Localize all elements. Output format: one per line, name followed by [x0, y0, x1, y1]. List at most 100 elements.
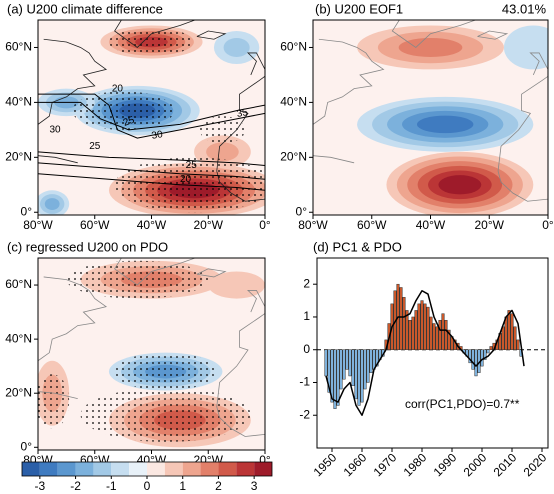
coastline [313, 155, 355, 164]
colorbar-swatch [75, 462, 94, 476]
bar [405, 310, 409, 350]
coastline [38, 155, 78, 164]
colorbar-swatch [200, 462, 219, 476]
bar [399, 287, 403, 350]
y-tick-label: 2 [303, 276, 310, 290]
y-tick-label: 40°N [5, 331, 32, 345]
bar [501, 326, 505, 350]
x-tick-label: 1980 [401, 450, 430, 479]
bar [372, 349, 376, 370]
y-tick-label: 40°N [280, 95, 307, 109]
x-tick-label: 2020 [521, 450, 550, 479]
colorbar-swatch [57, 462, 76, 476]
climatology-contour [38, 162, 265, 180]
y-tick-label: 60°N [5, 277, 32, 291]
anomaly-contour [438, 175, 482, 195]
coastline [38, 391, 78, 400]
bar [417, 303, 421, 350]
panel-title: (a) U200 climate difference [7, 1, 163, 16]
coastline [477, 30, 509, 40]
colorbar-swatch [111, 462, 130, 476]
bar [426, 306, 430, 350]
colorbar-swatch [182, 462, 201, 476]
significance-stipple [114, 352, 217, 391]
x-tick-label: 20°W [194, 218, 224, 232]
colorbar-tick-label: 1 [179, 479, 186, 493]
y-tick-label: 0° [21, 439, 33, 453]
colorbar-tick-label: 3 [251, 479, 258, 493]
anomaly-contour [416, 115, 474, 134]
coastline [391, 20, 477, 48]
bar [345, 349, 349, 370]
coastline [196, 268, 227, 278]
correlation-annotation: corr(PC1,PDO)=0.7** [405, 397, 520, 411]
bar [429, 316, 433, 350]
x-tick-label: 0° [259, 453, 271, 467]
contour-label: 30 [49, 124, 61, 135]
x-tick-label: 1990 [431, 450, 460, 479]
bar [375, 349, 379, 367]
bar [360, 349, 364, 403]
bar [327, 349, 331, 393]
bar [414, 310, 418, 350]
anomaly-contour [503, 25, 548, 70]
anomaly-contour [206, 142, 239, 162]
colorbar-swatch [93, 462, 112, 476]
y-tick-label: 60°N [5, 40, 32, 54]
bar [504, 316, 508, 350]
contour-label: 25 [122, 115, 137, 129]
coastline [313, 38, 385, 144]
panel-title: (b) U200 EOF1 [315, 1, 403, 16]
y-tick-label: 0 [303, 342, 310, 356]
contour-label: 25 [186, 160, 198, 171]
x-tick-label: 2010 [491, 450, 520, 479]
y-tick-label: 40°N [5, 95, 32, 109]
contour-label: 20 [112, 83, 124, 94]
x-tick-label: 1960 [341, 450, 370, 479]
x-tick-label: 1950 [311, 450, 340, 479]
climatology-contour [38, 101, 265, 131]
colorbar-tick-label: -1 [106, 479, 117, 493]
bar [444, 319, 448, 350]
bar [447, 329, 451, 350]
contour-label: 20 [180, 174, 192, 185]
x-tick-label: 40°W [137, 218, 167, 232]
colorbar-swatch [164, 462, 183, 476]
panel-annotation: 43.01% [502, 1, 547, 16]
significance-stipple [38, 374, 70, 429]
coastline [216, 75, 265, 202]
map-field: 30 25 20 30 25 35 20 25 [38, 20, 265, 215]
panel-title: (d) PC1 & PDO [313, 239, 402, 254]
colorbar-swatch [147, 462, 165, 476]
climatology-contour [38, 173, 265, 191]
bar [402, 297, 406, 350]
bar [336, 349, 340, 406]
bar [342, 349, 346, 380]
coastline [216, 312, 265, 437]
x-tick-label: 80°W [298, 218, 328, 232]
bar [333, 349, 337, 409]
bar [474, 349, 478, 377]
significance-stipple [108, 28, 195, 56]
coastline [529, 52, 548, 76]
bar [366, 349, 370, 383]
plot-frame [316, 257, 549, 449]
bar [486, 349, 490, 354]
bar [441, 313, 445, 350]
significance-stipple [199, 116, 246, 144]
pdo-line [325, 290, 525, 416]
y-tick-label: -2 [299, 407, 310, 421]
y-tick-label: 20°N [5, 385, 32, 399]
colorbar-swatch [129, 462, 147, 476]
significance-stipple [72, 91, 175, 130]
bar [369, 349, 373, 373]
bar [480, 349, 484, 367]
colorbar-tick-label: 0 [144, 479, 151, 493]
contour-label: 35 [236, 107, 249, 120]
coastline [196, 30, 227, 40]
coastline [114, 258, 197, 286]
y-tick-label: 0° [296, 204, 308, 218]
bar [324, 349, 328, 377]
y-tick-label: -1 [299, 375, 310, 389]
